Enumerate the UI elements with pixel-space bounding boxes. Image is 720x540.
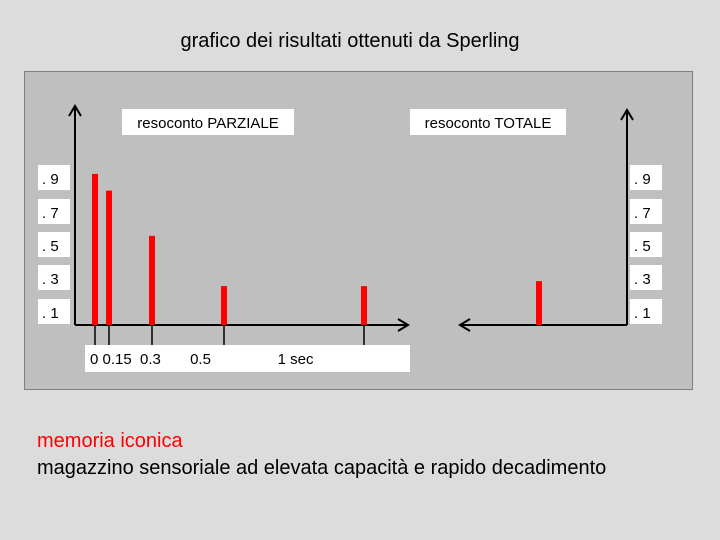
y-tick-label: . 7 (42, 205, 59, 222)
partial-x-ticks (94, 325, 365, 345)
partial-report-bar (92, 173, 98, 325)
partial-report-bar (221, 286, 227, 325)
y-tick-label: . 9 (634, 171, 651, 188)
whole-report-label: resoconto TOTALE (425, 115, 552, 132)
y-tick-box (630, 299, 662, 324)
partial-y-tick-labels: . 9 . 7 . 5 . 3 . 1 (38, 165, 70, 324)
whole-report-bar (536, 281, 542, 325)
y-tick-box (630, 199, 662, 224)
partial-report-bar (361, 286, 367, 325)
partial-report-bar (149, 235, 155, 325)
partial-bars (92, 173, 367, 325)
y-tick-box (38, 165, 70, 190)
whole-label-box (410, 109, 566, 135)
y-tick-label: . 9 (42, 171, 59, 188)
caption-title: memoria iconica (37, 430, 183, 452)
x-tick-label-box (85, 345, 410, 372)
y-tick-label: . 3 (634, 271, 651, 288)
y-tick-box (38, 232, 70, 257)
y-tick-label: . 5 (634, 238, 651, 255)
partial-x-arrow (397, 318, 410, 332)
partial-label-box (122, 109, 294, 135)
y-tick-label: . 1 (42, 305, 59, 322)
y-tick-box (38, 265, 70, 290)
slide-title: grafico dei risultati ottenuti da Sperli… (180, 30, 520, 52)
partial-report-bar (106, 190, 112, 325)
whole-bars (536, 281, 542, 325)
y-tick-label: . 7 (634, 205, 651, 222)
y-tick-label: . 5 (42, 238, 59, 255)
partial-y-arrow (68, 104, 82, 117)
y-tick-box (630, 232, 662, 257)
y-tick-box (38, 299, 70, 324)
y-tick-box (630, 265, 662, 290)
partial-report-label: resoconto PARZIALE (137, 115, 278, 132)
x-tick-labels: 0 0.15 0.3 0.5 1 sec (90, 351, 314, 368)
y-tick-label: . 3 (42, 271, 59, 288)
whole-y-arrow (620, 108, 634, 121)
whole-y-tick-labels: . 9 . 7 . 5 . 3 . 1 (630, 165, 662, 324)
y-tick-label: . 1 (634, 305, 651, 322)
caption-description: magazzino sensoriale ad elevata capacità… (37, 457, 607, 479)
whole-x-arrow (458, 318, 471, 332)
y-tick-box (38, 199, 70, 224)
caption: memoria iconica magazzino sensoriale ad … (37, 428, 606, 482)
y-tick-box (630, 165, 662, 190)
